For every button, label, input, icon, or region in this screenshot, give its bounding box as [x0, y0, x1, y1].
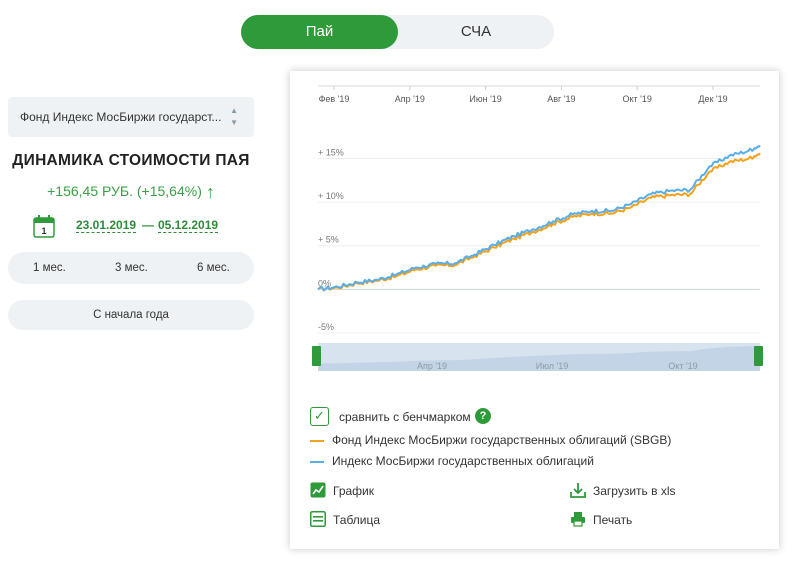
table-view-label: Таблица: [333, 513, 381, 527]
select-arrows-icon: ▲ ▼: [230, 106, 238, 127]
y-tick-label: + 15%: [318, 147, 344, 157]
download-xls-label: Загрузить в xls: [593, 484, 676, 498]
period-6-months[interactable]: 6 мес.: [197, 262, 230, 274]
period-selector: 1 мес. 3 мес. 6 мес.: [8, 252, 254, 284]
tab-pai[interactable]: Пай: [241, 15, 398, 49]
chart-card: Фев '19 Апр '19 Июн '19 Авг '19 Окт '19 Дек '…: [290, 71, 779, 549]
price-chart: Фев '19 Апр '19 Июн '19 Авг '19 Окт '19 Дек '…: [312, 85, 763, 371]
top-axis-label: Июн '19: [469, 94, 501, 104]
chart-view-label: График: [333, 484, 374, 498]
benchmark-label[interactable]: сравнить с бенчмарком: [339, 410, 471, 424]
download-icon: [570, 483, 586, 498]
top-axis-label: Дек '19: [698, 94, 727, 104]
navigator-label: Июл '19: [536, 361, 569, 371]
value-change: +156,45 РУБ. (+15,64%) ↑: [8, 182, 254, 203]
series-lines: [317, 144, 761, 292]
page-title: ДИНАМИКА СТОИМОСТИ ПАЯ: [12, 152, 250, 169]
period-1-month[interactable]: 1 мес.: [33, 262, 66, 274]
chart-icon: [310, 482, 326, 498]
y-tick-label: 0%: [318, 278, 331, 288]
y-tick-label: + 10%: [318, 191, 344, 201]
period-ytd-button[interactable]: С начала года: [8, 300, 254, 330]
calendar-icon[interactable]: 1: [33, 214, 55, 238]
calendar-day: 1: [41, 226, 46, 236]
legend-item-index: Индекс МосБиржи государственных облигаци…: [310, 454, 594, 468]
arrow-up-icon: ↑: [205, 182, 215, 202]
change-text: +156,45 РУБ. (+15,64%): [47, 183, 202, 199]
tab-scha[interactable]: СЧА: [460, 23, 492, 40]
y-tick-label: + 5%: [318, 235, 339, 245]
navigator-area: [318, 345, 760, 371]
date-to[interactable]: 05.12.2019: [158, 218, 219, 233]
navigator-handle-right[interactable]: [754, 346, 763, 366]
top-axis-label: Окт '19: [623, 94, 652, 104]
print-label: Печать: [593, 513, 633, 527]
legend-label-index: Индекс МосБиржи государственных облигаци…: [332, 454, 594, 468]
grid-lines: + 15% + 10% + 5% 0% -5%: [318, 147, 760, 334]
top-axis-label: Авг '19: [547, 94, 575, 104]
legend-item-fund: Фонд Индекс МосБиржи государственных обл…: [310, 433, 671, 447]
top-axis-label: Апр '19: [395, 94, 425, 104]
navigator-label: Окт '19: [668, 361, 697, 371]
legend-swatch-index: [310, 460, 324, 463]
date-from[interactable]: 23.01.2019: [76, 218, 137, 233]
date-separator: —: [142, 218, 154, 232]
benchmark-checkbox[interactable]: ✓: [310, 407, 329, 426]
period-3-months[interactable]: 3 мес.: [115, 262, 148, 274]
range-navigator[interactable]: Апр '19 Июл '19 Окт '19: [312, 343, 763, 371]
fund-select-value: Фонд Индекс МосБиржи государст...: [20, 110, 222, 124]
fund-select[interactable]: Фонд Индекс МосБиржи государст... ▲ ▼: [8, 97, 254, 137]
date-range: 1 23.01.2019 — 05.12.2019: [33, 214, 253, 238]
printer-icon: [571, 512, 585, 527]
legend-label-fund: Фонд Индекс МосБиржи государственных обл…: [332, 433, 672, 447]
series-line-index: [317, 144, 761, 292]
table-icon: [310, 511, 326, 527]
top-axis-label: Фев '19: [319, 94, 350, 104]
navigator-handle-left[interactable]: [312, 346, 321, 366]
top-axis: Фев '19 Апр '19 Июн '19 Авг '19 Окт '19 Дек '…: [318, 85, 760, 104]
series-line-fund: [317, 152, 761, 292]
y-tick-label: -5%: [318, 322, 334, 332]
navigator-label: Апр '19: [417, 361, 447, 371]
legend-swatch-fund: [310, 439, 324, 442]
help-icon[interactable]: ?: [475, 408, 491, 424]
view-toggle: Пай СЧА: [241, 15, 554, 49]
